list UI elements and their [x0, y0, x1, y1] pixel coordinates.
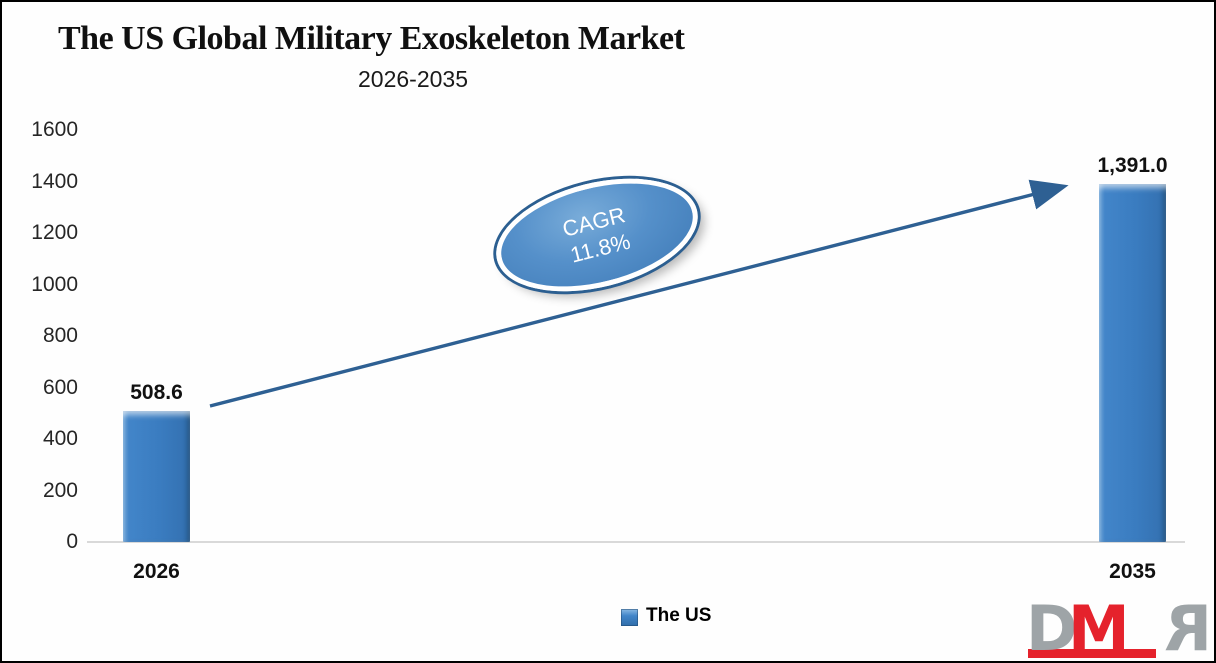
chart-subtitle: 2026-2035	[358, 66, 468, 92]
legend-marker-icon	[621, 608, 638, 626]
x-axis-label: 2026	[133, 560, 180, 583]
y-tick-label: 800	[42, 324, 78, 347]
logo-letter-m: M	[1068, 597, 1130, 661]
logo-letter-d: D	[1026, 597, 1077, 661]
bar-value-label: 1,391.0	[1097, 154, 1168, 177]
y-tick-label: 0	[66, 530, 78, 553]
bar-value-label: 508.6	[130, 381, 183, 404]
bar-2035	[1099, 184, 1166, 542]
y-tick-label: 1000	[31, 272, 78, 296]
x-axis-line	[87, 541, 1185, 543]
dmr-logo: D M R	[1026, 597, 1212, 661]
legend-label: The US	[646, 605, 712, 626]
x-axis-label: 2035	[1109, 560, 1156, 583]
y-tick-label: 1400	[31, 169, 78, 193]
y-tick-label: 200	[42, 478, 78, 502]
y-tick-label: 1600	[31, 118, 78, 141]
logo-red-bar	[1028, 649, 1156, 658]
chart-title: The US Global Military Exoskeleton Marke…	[58, 20, 685, 57]
y-tick-label: 600	[42, 375, 78, 399]
y-tick-label: 1200	[31, 221, 78, 244]
legend: The US	[621, 605, 711, 627]
logo-letter-r-mirrored: R	[1164, 597, 1212, 661]
bar-2026	[123, 411, 190, 542]
y-tick-label: 400	[42, 427, 78, 450]
